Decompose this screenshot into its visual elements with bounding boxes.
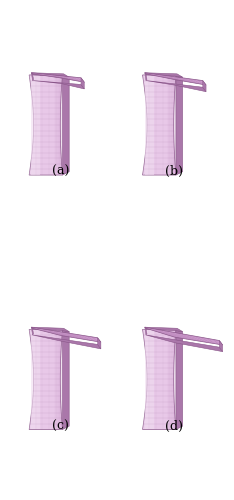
Polygon shape	[33, 75, 34, 175]
Polygon shape	[31, 72, 34, 80]
Polygon shape	[147, 330, 148, 430]
Polygon shape	[29, 330, 30, 430]
Polygon shape	[57, 75, 58, 175]
Polygon shape	[145, 75, 146, 175]
Polygon shape	[33, 330, 34, 430]
Polygon shape	[30, 330, 31, 430]
Polygon shape	[148, 75, 149, 175]
Polygon shape	[33, 80, 84, 89]
Polygon shape	[144, 75, 145, 175]
Polygon shape	[170, 75, 172, 175]
Polygon shape	[175, 75, 176, 175]
Polygon shape	[31, 327, 101, 342]
Polygon shape	[31, 72, 84, 82]
Polygon shape	[62, 330, 69, 430]
Text: (d): (d)	[165, 420, 183, 433]
Polygon shape	[145, 327, 183, 332]
Polygon shape	[175, 330, 176, 430]
Polygon shape	[30, 75, 31, 175]
Polygon shape	[34, 330, 35, 430]
Polygon shape	[173, 330, 174, 430]
Polygon shape	[143, 330, 144, 430]
Text: (a): (a)	[51, 166, 69, 178]
Polygon shape	[145, 327, 223, 345]
Polygon shape	[146, 330, 147, 430]
Polygon shape	[176, 330, 183, 430]
Polygon shape	[81, 78, 84, 89]
Polygon shape	[56, 330, 57, 430]
Polygon shape	[174, 75, 175, 175]
Polygon shape	[173, 75, 174, 175]
Polygon shape	[60, 330, 61, 430]
Polygon shape	[219, 340, 223, 351]
Polygon shape	[62, 76, 69, 175]
Polygon shape	[145, 72, 206, 85]
Polygon shape	[146, 80, 206, 92]
Text: (c): (c)	[52, 420, 69, 433]
Polygon shape	[31, 327, 34, 335]
Polygon shape	[203, 80, 206, 92]
Polygon shape	[35, 330, 36, 430]
Polygon shape	[145, 72, 183, 77]
Polygon shape	[59, 75, 60, 175]
Polygon shape	[143, 330, 176, 430]
Polygon shape	[29, 75, 30, 175]
Polygon shape	[33, 335, 101, 349]
Polygon shape	[31, 72, 69, 77]
Polygon shape	[57, 330, 58, 430]
Polygon shape	[146, 335, 223, 351]
Polygon shape	[172, 330, 173, 430]
Polygon shape	[29, 75, 62, 175]
Polygon shape	[143, 75, 176, 175]
Polygon shape	[145, 72, 147, 80]
Polygon shape	[34, 75, 35, 175]
Polygon shape	[59, 330, 60, 430]
Polygon shape	[169, 330, 170, 430]
Polygon shape	[176, 76, 183, 175]
Text: (b): (b)	[165, 166, 183, 178]
Polygon shape	[31, 327, 69, 332]
Polygon shape	[35, 75, 36, 175]
Polygon shape	[31, 75, 40, 175]
Polygon shape	[31, 75, 33, 175]
Polygon shape	[148, 330, 149, 430]
Polygon shape	[170, 330, 172, 430]
Polygon shape	[145, 327, 147, 335]
Polygon shape	[169, 75, 170, 175]
Polygon shape	[147, 75, 148, 175]
Polygon shape	[58, 75, 59, 175]
Polygon shape	[144, 330, 145, 430]
Polygon shape	[31, 330, 40, 430]
Polygon shape	[98, 338, 101, 349]
Polygon shape	[145, 330, 146, 430]
Polygon shape	[60, 75, 61, 175]
Polygon shape	[29, 330, 62, 430]
Polygon shape	[143, 75, 144, 175]
Polygon shape	[56, 75, 57, 175]
Polygon shape	[174, 330, 175, 430]
Polygon shape	[145, 330, 154, 430]
Polygon shape	[61, 330, 62, 430]
Polygon shape	[172, 75, 173, 175]
Polygon shape	[145, 75, 154, 175]
Polygon shape	[146, 75, 147, 175]
Polygon shape	[61, 75, 62, 175]
Polygon shape	[58, 330, 59, 430]
Polygon shape	[31, 330, 33, 430]
